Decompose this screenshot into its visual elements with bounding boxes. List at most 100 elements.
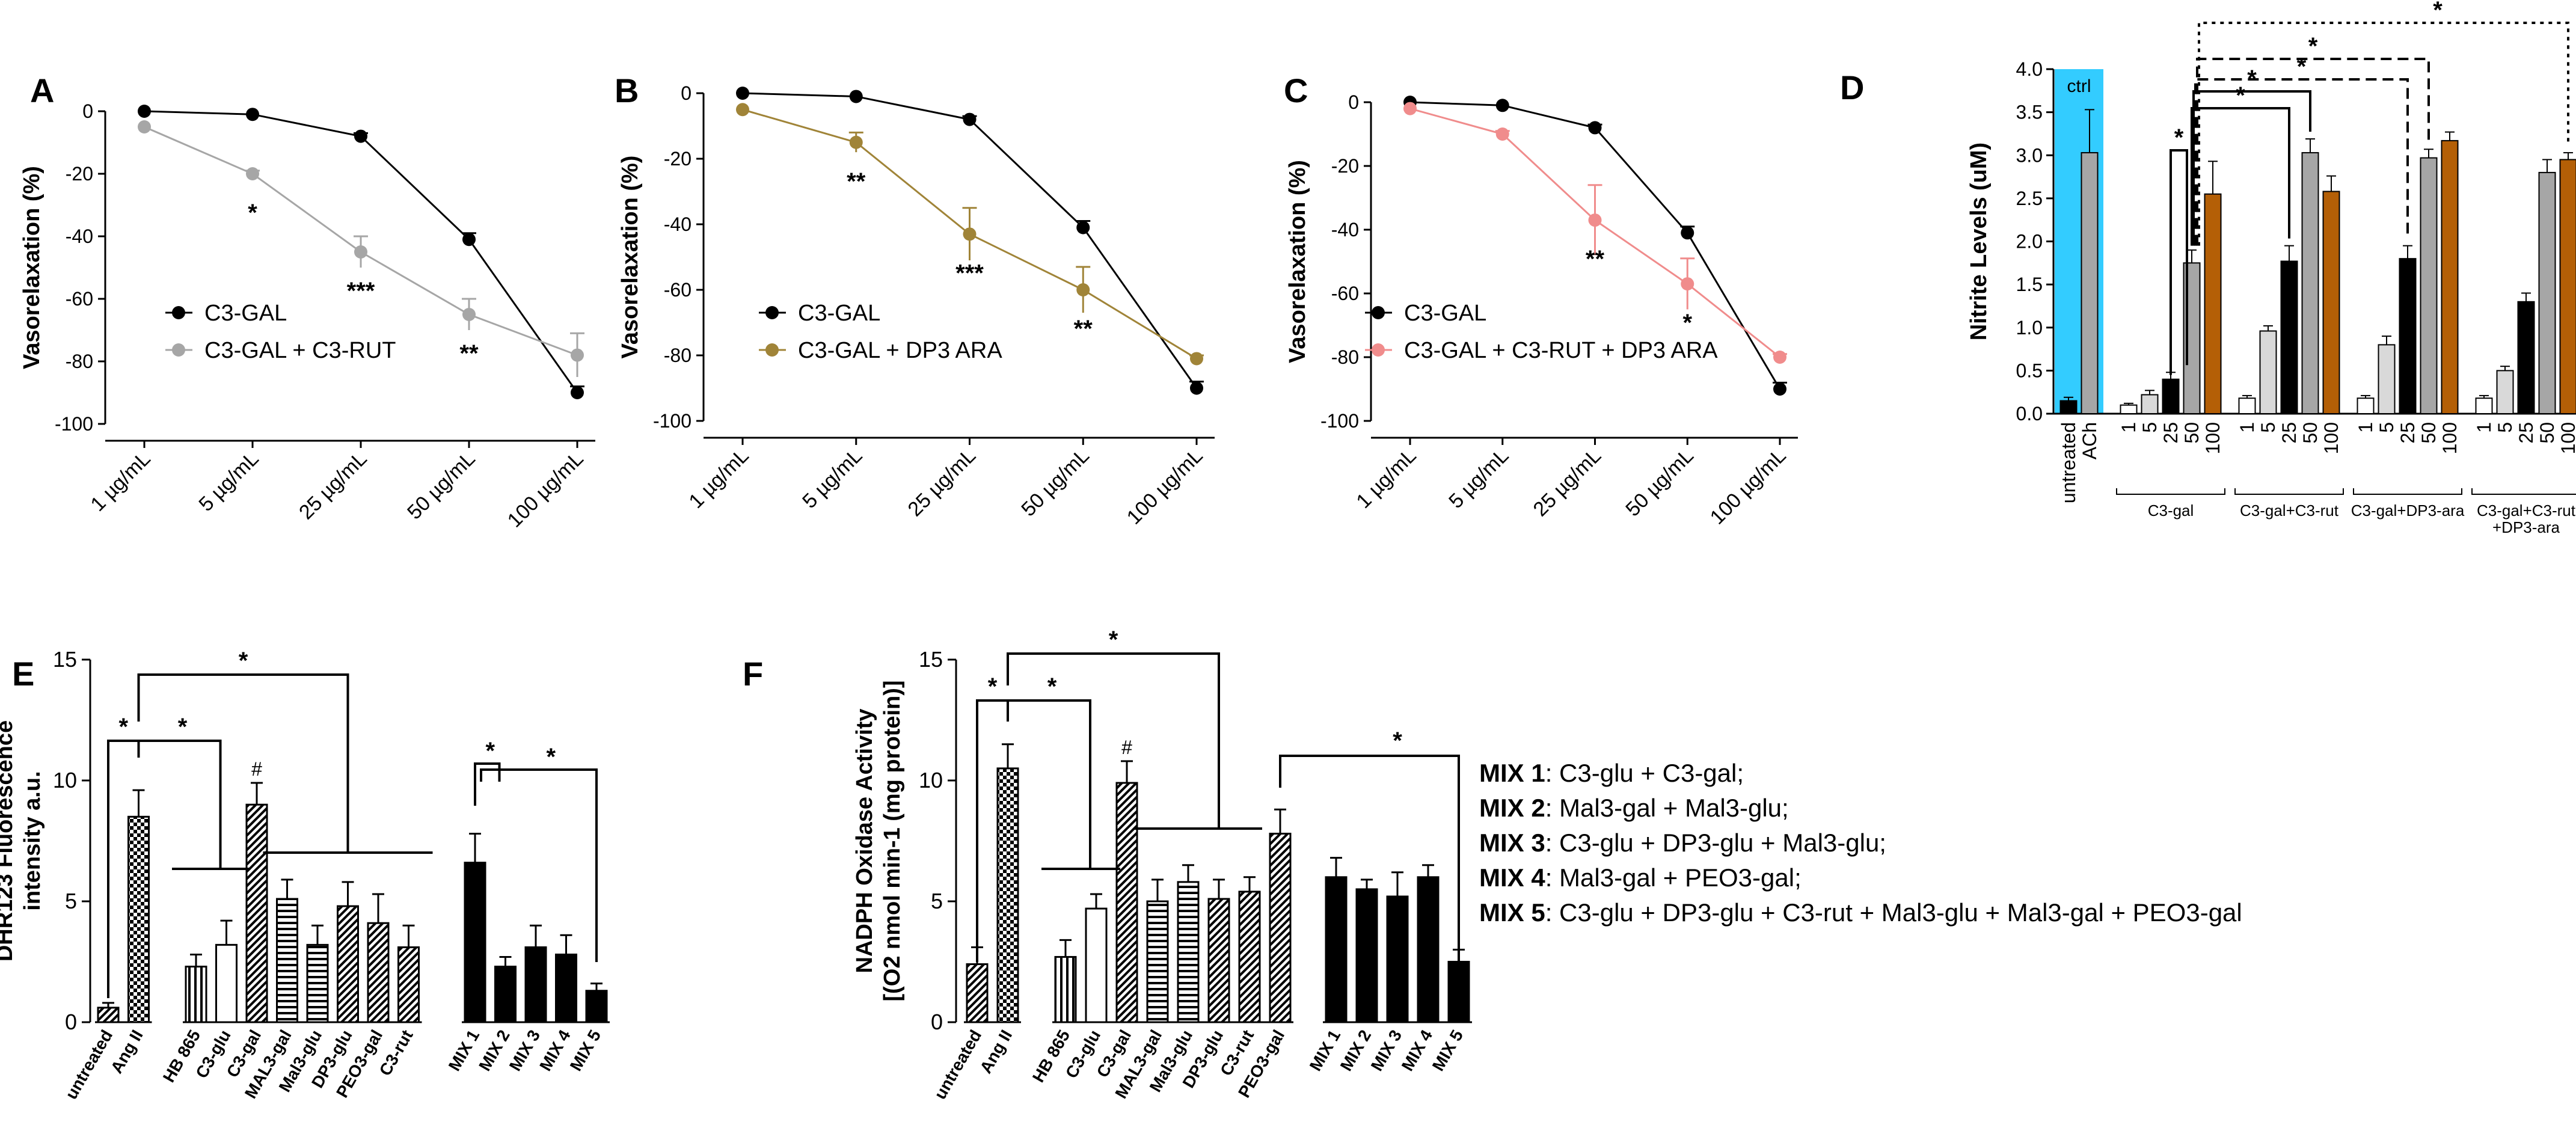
panel-b-letter: B xyxy=(615,72,639,109)
panel-d-significance-bracket xyxy=(2196,58,2430,246)
panel-f-bar xyxy=(1325,876,1348,1023)
panel-c-x-tick-label: 5 µg/mL xyxy=(1444,444,1513,513)
panel-b-legend-label: C3-GAL xyxy=(798,301,880,326)
panel-d-bar xyxy=(2280,260,2298,415)
panel-d-bar xyxy=(2141,394,2159,414)
panel-b-y-tick-label: -60 xyxy=(664,279,692,301)
panel-f-bar xyxy=(1238,891,1261,1023)
panel-d-x-tick-label: 100 xyxy=(2202,422,2224,454)
panel-a-significance-mark: *** xyxy=(347,278,375,304)
panel-f-x-tick-label: MIX 4 xyxy=(1398,1026,1437,1074)
panel-e-significance-bracket xyxy=(137,673,433,854)
panel-c-legend-label: C3-GAL xyxy=(1404,301,1486,326)
panel-d-group-bracket xyxy=(2471,488,2576,495)
panel-f-significance-mark: * xyxy=(1109,627,1118,653)
panel-a-data-point xyxy=(571,386,584,399)
panel-d-ctrl-label: ctrl xyxy=(2067,76,2091,96)
panel-f-y-tick-label: 10 xyxy=(919,768,943,792)
panel-d-x-tick-label: 25 xyxy=(2278,422,2300,444)
panel-f-bar xyxy=(1417,876,1440,1023)
panel-e-bar xyxy=(97,1007,120,1023)
panel-d-significance-mark: * xyxy=(2174,124,2184,151)
panel-d-significance-mark: * xyxy=(2433,0,2443,23)
panel-f-x-tick-label: HB 865 xyxy=(1029,1027,1073,1086)
panel-e-x-tick-label: MIX 5 xyxy=(566,1027,604,1074)
panel-e-y-tick-label: 10 xyxy=(53,768,77,792)
panel-c-y-tick-label: -60 xyxy=(1331,283,1359,304)
panel-d-y-tick-label: 0.0 xyxy=(2016,403,2043,425)
panel-d-y-tick-label: 0.5 xyxy=(2016,360,2043,381)
panel-c-legend-label: C3-GAL + C3-RUT + DP3 ARA xyxy=(1404,338,1718,363)
panel-d-bar xyxy=(2399,258,2417,414)
panel-e-hash-mark: # xyxy=(251,758,262,780)
panel-d-significance-bracket xyxy=(2170,149,2188,375)
panel-d-bar xyxy=(2259,330,2277,414)
panel-e-bar xyxy=(397,946,420,1023)
panel-d-bar xyxy=(2559,159,2576,414)
panel-d-bar xyxy=(2420,157,2438,414)
panel-c-data-point xyxy=(1588,213,1602,227)
panel-c-data-point xyxy=(1495,127,1509,141)
panel-f-bar xyxy=(1146,900,1169,1023)
panel-f-y-axis-title: NADPH Oxidase Activity [(O2 nmol min-1 (m… xyxy=(852,680,905,1001)
panel-e-significance-mark: * xyxy=(546,744,556,770)
panel-f-significance-mark: * xyxy=(1047,673,1057,700)
panel-b-data-point xyxy=(849,90,863,103)
panel-d-x-tick-label: 50 xyxy=(2536,422,2558,444)
panel-d-bar xyxy=(2322,191,2340,414)
panel-c-legend-marker xyxy=(1372,306,1385,319)
panel-d-bar xyxy=(2081,152,2099,414)
panel-d-significance-mark: * xyxy=(2236,82,2245,109)
panel-b-legend-marker xyxy=(765,343,779,357)
panel-e-bar xyxy=(185,966,207,1023)
panel-d-y-tick-label: 2.5 xyxy=(2016,188,2043,209)
mix-legend-3: MIX 3: C3-glu + DP3-glu + Mal3-glu; xyxy=(1479,829,1886,857)
panel-d-bar xyxy=(2120,404,2138,414)
panel-d-bar xyxy=(2496,370,2514,414)
panel-c-y-tick-label: -100 xyxy=(1320,410,1359,432)
panel-a-significance-mark: * xyxy=(248,200,257,226)
panel-d-group-label: C3-gal+C3-rut xyxy=(2240,501,2339,520)
panel-d-x-tick-label: 1 xyxy=(2236,422,2258,433)
panel-c-data-point xyxy=(1681,277,1694,291)
panel-c-data-point xyxy=(1495,99,1509,112)
panel-d-bar xyxy=(2204,193,2222,414)
panel-d-y-tick-label: 3.0 xyxy=(2016,144,2043,166)
panel-b-significance-mark: ** xyxy=(847,168,866,195)
panel-b-data-point xyxy=(1076,283,1090,296)
panel-c-data-point xyxy=(1403,102,1417,115)
panel-f-x-tick-label: MIX 5 xyxy=(1429,1027,1467,1074)
panel-d-x-tick-label: 25 xyxy=(2515,422,2537,444)
panel-d-x-tick-label: 5 xyxy=(2376,422,2397,433)
panel-a-y-tick-label: -60 xyxy=(66,288,93,310)
panel-f-significance-mark: * xyxy=(1393,728,1402,754)
panel-a-data-point xyxy=(246,108,259,121)
panel-c-data-point xyxy=(1588,121,1602,135)
panel-a-legend-marker xyxy=(172,306,185,319)
panel-e-bar xyxy=(555,953,577,1023)
panel-a-data-point xyxy=(571,348,584,362)
panel-a-data-point xyxy=(246,167,259,180)
panel-f-significance-bracket xyxy=(1007,652,1262,830)
panel-d-significance-mark: * xyxy=(2308,33,2318,60)
panel-e-x-tick-label: MIX 4 xyxy=(536,1026,574,1074)
panel-d-group-label: C3-gal+C3-rut xyxy=(2477,501,2576,520)
panel-c-legend-marker xyxy=(1372,343,1385,357)
panel-d-bar xyxy=(2517,301,2535,414)
panel-e-x-tick-label: MIX 1 xyxy=(445,1027,483,1074)
panel-c-y-axis-title: Vasorelaxation (%) xyxy=(1285,160,1310,363)
panel-b-x-tick-label: 1 µg/mL xyxy=(684,444,753,513)
panel-d-group-label: +DP3-ara xyxy=(2492,518,2560,536)
panel-d-bar xyxy=(2378,344,2396,415)
panel-e-y-axis-title-line: DHR123 Fluorescence xyxy=(0,720,17,961)
panel-e-x-tick-label: HB 865 xyxy=(159,1027,204,1086)
panel-d-bar xyxy=(2162,378,2180,415)
panel-d-group-bracket xyxy=(2234,488,2344,495)
panel-a-y-tick-label: 0 xyxy=(82,100,93,122)
panel-d-y-tick-label: 1.0 xyxy=(2016,317,2043,339)
panel-d-significance-mark: * xyxy=(2297,54,2307,80)
panel-f-y-axis-title-line: NADPH Oxidase Activity xyxy=(852,709,877,973)
panel-b-y-tick-label: -40 xyxy=(664,213,692,235)
panel-e-letter: E xyxy=(12,655,34,693)
